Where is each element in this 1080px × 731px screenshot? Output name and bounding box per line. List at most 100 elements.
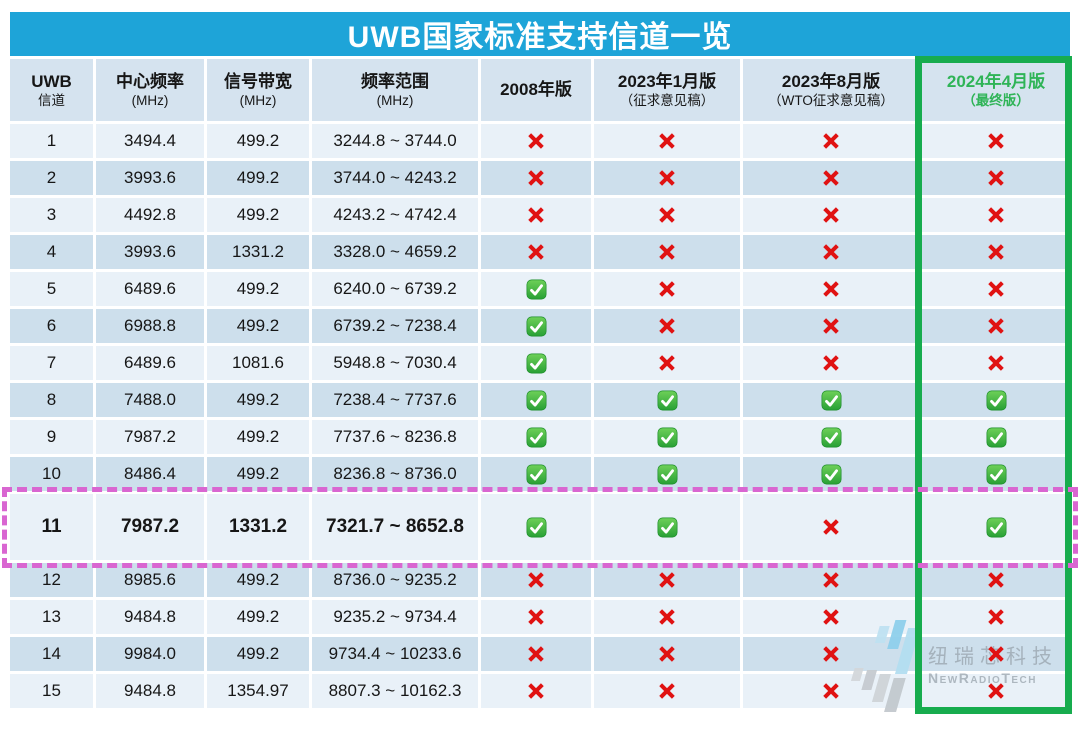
check-icon [986, 427, 1006, 447]
cross-icon [823, 133, 839, 149]
mark-cell-2024-apr [922, 272, 1070, 306]
newradiotech-logo-icon [850, 620, 921, 712]
check-icon [821, 390, 841, 410]
frequency-range-cell: 7238.4 ~ 7737.6 [312, 383, 478, 417]
frequency-range-cell: 9734.4 ~ 10233.6 [312, 637, 478, 671]
frequency-range-cell: 4243.2 ~ 4742.4 [312, 198, 478, 232]
frequency-range-cell: 8807.3 ~ 10162.3 [312, 674, 478, 708]
check-icon [526, 517, 546, 537]
bandwidth-cell: 499.2 [207, 420, 309, 454]
bandwidth-cell: 1331.2 [207, 235, 309, 269]
cross-icon [988, 133, 1004, 149]
mark-cell-2008 [481, 235, 591, 269]
channel-cell: 9 [10, 420, 93, 454]
column-header-line2: (MHz) [131, 92, 169, 108]
mark-cell-2023-aug [743, 198, 919, 232]
channel-cell: 5 [10, 272, 93, 306]
cross-icon [528, 244, 544, 260]
column-header-line1: 频率范围 [361, 71, 429, 91]
check-icon [526, 316, 546, 336]
cross-icon [823, 355, 839, 371]
mark-cell-2024-apr [922, 235, 1070, 269]
mark-cell-2024-apr [922, 600, 1070, 634]
mark-cell-2024-apr [922, 309, 1070, 343]
bandwidth-cell: 1354.97 [207, 674, 309, 708]
channel-cell: 7 [10, 346, 93, 380]
mark-cell-2008 [481, 457, 591, 491]
frequency-range-cell: 8736.0 ~ 9235.2 [312, 563, 478, 597]
check-icon [526, 353, 546, 373]
bandwidth-cell: 1081.6 [207, 346, 309, 380]
cross-icon [659, 170, 675, 186]
cross-icon [988, 170, 1004, 186]
center-frequency-cell: 9484.8 [96, 674, 204, 708]
cross-icon [823, 609, 839, 625]
mark-cell-2024-apr [922, 637, 1070, 671]
mark-cell-2023-jan [594, 383, 740, 417]
check-icon [821, 427, 841, 447]
mark-cell-2008 [481, 309, 591, 343]
column-header-v2023_aug: 2023年8月版 （WTO征求意见稿） [743, 59, 919, 121]
check-icon [526, 464, 546, 484]
mark-cell-2023-aug [743, 346, 919, 380]
column-header-center_frequency: 中心频率 (MHz) [96, 59, 204, 121]
column-header-line1: UWB [31, 71, 72, 91]
channel-cell: 6 [10, 309, 93, 343]
cross-icon [659, 318, 675, 334]
mark-cell-2023-jan [594, 161, 740, 195]
mark-cell-2008 [481, 272, 591, 306]
center-frequency-cell: 7987.2 [96, 420, 204, 454]
center-frequency-cell: 9484.8 [96, 600, 204, 634]
column-header-line1: 中心频率 [116, 71, 184, 91]
mark-cell-2023-aug [743, 494, 919, 560]
cross-icon [528, 207, 544, 223]
cross-icon [823, 244, 839, 260]
cross-icon [528, 170, 544, 186]
channel-cell: 13 [10, 600, 93, 634]
bandwidth-cell: 499.2 [207, 309, 309, 343]
bandwidth-cell: 499.2 [207, 161, 309, 195]
column-header-v2023_jan: 2023年1月版 （征求意见稿） [594, 59, 740, 121]
cross-icon [659, 683, 675, 699]
page-title: UWB国家标准支持信道一览 [10, 12, 1070, 56]
check-icon [657, 517, 677, 537]
mark-cell-2023-jan [594, 457, 740, 491]
mark-cell-2024-apr [922, 563, 1070, 597]
column-header-bandwidth: 信号带宽 (MHz) [207, 59, 309, 121]
column-header-line2: （WTO征求意见稿） [768, 92, 894, 108]
mark-cell-2023-aug [743, 309, 919, 343]
mark-cell-2023-jan [594, 637, 740, 671]
channel-cell: 3 [10, 198, 93, 232]
cross-icon [659, 207, 675, 223]
cross-icon [659, 281, 675, 297]
frequency-range-cell: 9235.2 ~ 9734.4 [312, 600, 478, 634]
bandwidth-cell: 499.2 [207, 272, 309, 306]
mark-cell-2024-apr [922, 346, 1070, 380]
cross-icon [823, 519, 839, 535]
mark-cell-2008 [481, 494, 591, 560]
mark-cell-2024-apr [922, 383, 1070, 417]
cross-icon [823, 318, 839, 334]
mark-cell-2024-apr [922, 457, 1070, 491]
bandwidth-cell: 499.2 [207, 198, 309, 232]
channel-cell: 12 [10, 563, 93, 597]
check-icon [986, 390, 1006, 410]
column-header-line1: 信号带宽 [224, 71, 292, 91]
check-icon [657, 464, 677, 484]
frequency-range-cell: 3244.8 ~ 3744.0 [312, 124, 478, 158]
frequency-range-cell: 3328.0 ~ 4659.2 [312, 235, 478, 269]
cross-icon [659, 609, 675, 625]
column-header-line1: 2024年4月版 [946, 71, 1046, 91]
cross-icon [988, 318, 1004, 334]
column-header-line2: 信道 [38, 92, 65, 108]
mark-cell-2008 [481, 161, 591, 195]
center-frequency-cell: 3993.6 [96, 161, 204, 195]
frequency-range-cell: 3744.0 ~ 4243.2 [312, 161, 478, 195]
cross-icon [988, 281, 1004, 297]
cross-icon [988, 572, 1004, 588]
channel-cell: 15 [10, 674, 93, 708]
bandwidth-cell: 499.2 [207, 600, 309, 634]
cross-icon [659, 133, 675, 149]
watermark: 纽瑞芯科技 NewRadioTech [838, 616, 1053, 716]
